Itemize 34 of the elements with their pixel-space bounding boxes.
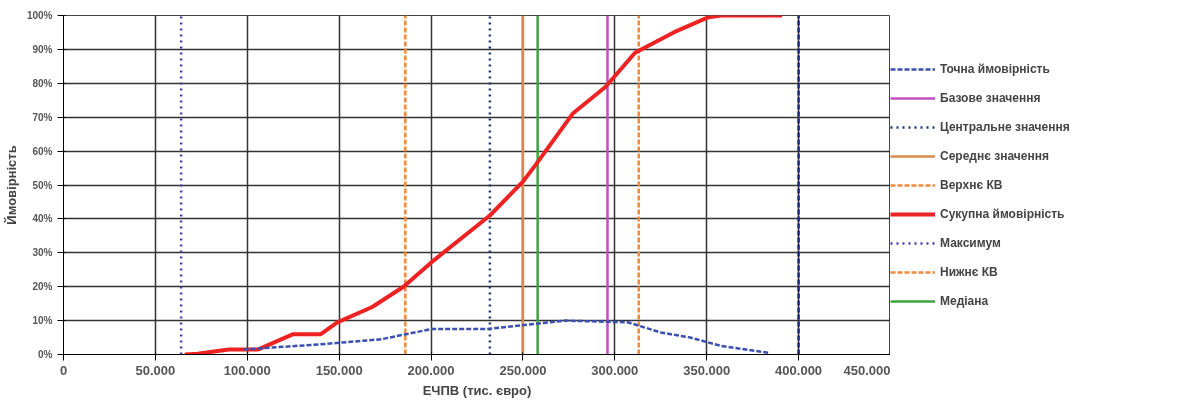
legend-label: Медіана bbox=[940, 293, 989, 308]
x-tick-label: 450.000 bbox=[843, 362, 891, 378]
x-tick-label: 200.000 bbox=[407, 362, 455, 378]
y-tick-label: 50% bbox=[32, 179, 53, 191]
legend-label: Сукупна ймовірність bbox=[940, 206, 1065, 221]
legend-label: Середнє значення bbox=[940, 148, 1049, 163]
y-tick-label: 20% bbox=[32, 281, 53, 293]
y-tick-label: 100% bbox=[26, 10, 53, 21]
legend-label: Центральне значення bbox=[940, 119, 1070, 134]
legend-label: Верхнє КВ bbox=[940, 177, 1003, 192]
y-tick-label: 40% bbox=[32, 213, 53, 225]
y-tick-label: 70% bbox=[32, 111, 53, 123]
legend-label: Максимум bbox=[940, 235, 1001, 250]
legend-label: Базове значення bbox=[940, 90, 1041, 105]
y-tick-label: 90% bbox=[32, 43, 53, 55]
y-axis-title: Ймовірність bbox=[3, 145, 19, 225]
x-tick-label: 50.000 bbox=[135, 362, 176, 378]
legend-label: Нижнє КВ bbox=[940, 264, 998, 279]
y-tick-label: 60% bbox=[32, 145, 53, 157]
y-tick-label: 10% bbox=[32, 315, 53, 327]
x-tick-label: 150.000 bbox=[315, 362, 363, 378]
x-axis-title: ЕЧПВ (тис. євро) bbox=[422, 382, 532, 398]
x-tick-label: 0 bbox=[59, 362, 68, 378]
x-tick-label: 250.000 bbox=[499, 362, 547, 378]
x-tick-label: 300.000 bbox=[591, 362, 639, 378]
x-tick-label: 350.000 bbox=[683, 362, 731, 378]
y-tick-label: 0% bbox=[38, 349, 53, 360]
line-series bbox=[182, 15, 785, 355]
x-tick-label: 400.000 bbox=[775, 362, 823, 378]
legend-label: Точна ймовірність bbox=[940, 61, 1050, 76]
y-tick-label: 30% bbox=[32, 247, 53, 259]
y-tick-label: 80% bbox=[32, 77, 53, 89]
x-tick-label: 100.000 bbox=[223, 362, 271, 378]
line-series bbox=[242, 319, 771, 355]
